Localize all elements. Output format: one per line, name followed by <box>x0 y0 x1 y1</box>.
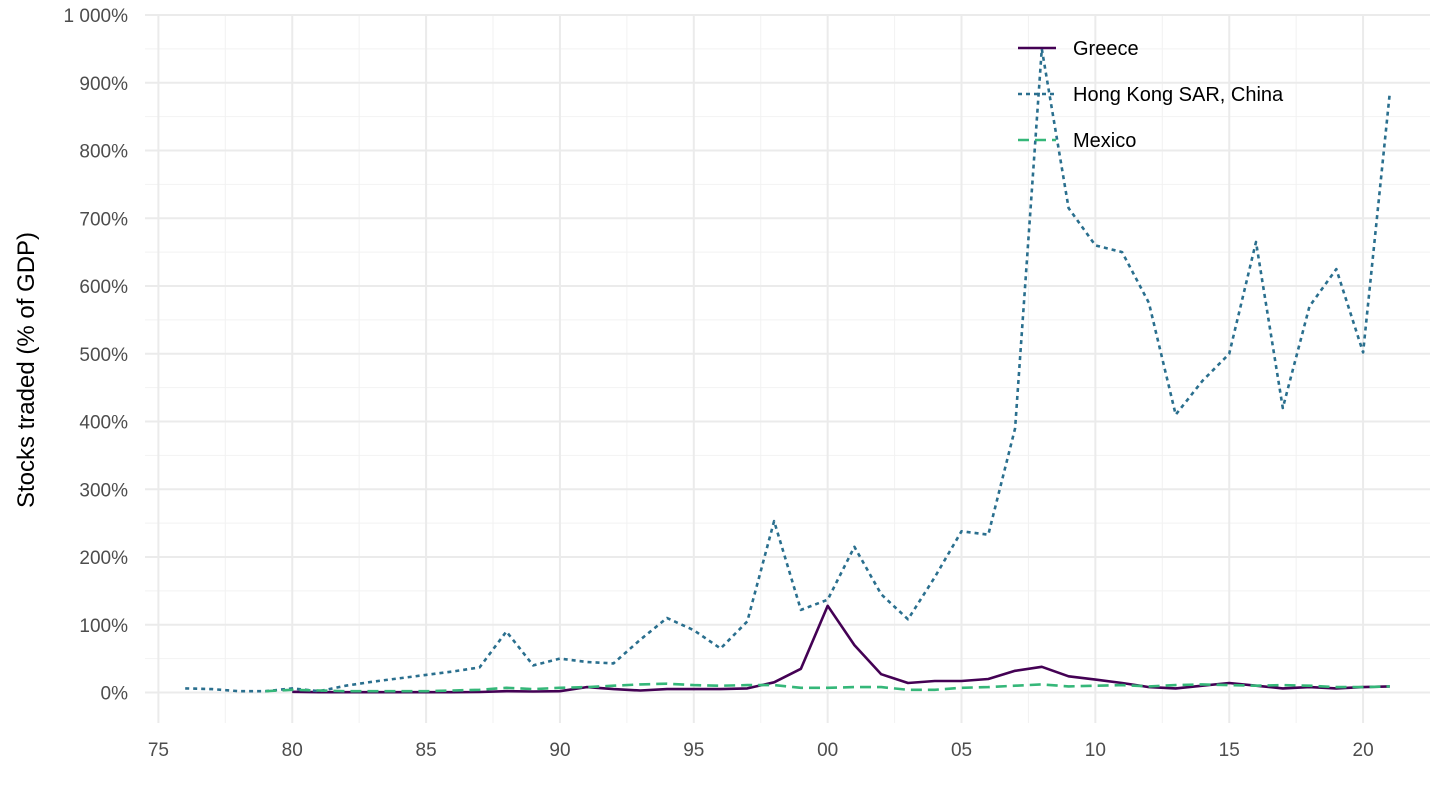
y-tick-label: 500% <box>79 345 128 366</box>
x-tick-label: 85 <box>416 740 437 761</box>
y-tick-label: 200% <box>79 548 128 569</box>
y-axis-ticks: 0% 100% 200% 300% 400% 500% 600% 700% 800% 900% 1 … <box>64 6 129 705</box>
x-tick-label: 75 <box>148 740 169 761</box>
x-tick-label: 10 <box>1085 740 1106 761</box>
major-gridlines <box>145 14 1430 723</box>
x-tick-label: 90 <box>549 740 570 761</box>
y-tick-label: 1 000% <box>64 6 129 27</box>
minor-gridlines <box>145 15 1430 723</box>
legend-label-0: Greece <box>1073 38 1139 60</box>
series-line-2 <box>265 682 1390 693</box>
series-line-1 <box>185 47 1392 693</box>
y-tick-label: 100% <box>79 616 128 637</box>
x-tick-label: 20 <box>1353 740 1374 761</box>
y-tick-label: 0% <box>101 684 129 705</box>
y-tick-label: 300% <box>79 480 128 501</box>
x-tick-label: 00 <box>817 740 838 761</box>
series-lines <box>185 47 1392 694</box>
series-line-0 <box>292 604 1390 694</box>
x-axis-ticks: 75 80 85 90 95 00 05 10 15 20 <box>148 740 1374 761</box>
x-tick-label: 95 <box>683 740 704 761</box>
x-tick-label: 15 <box>1219 740 1240 761</box>
x-tick-label: 80 <box>282 740 303 761</box>
y-axis-title: Stocks traded (% of GDP) <box>13 232 40 508</box>
legend: Greece Hong Kong SAR, China Mexico <box>1018 38 1284 152</box>
legend-label-2: Mexico <box>1073 130 1136 152</box>
y-tick-label: 900% <box>79 74 128 95</box>
y-tick-label: 600% <box>79 277 128 298</box>
y-tick-label: 400% <box>79 413 128 434</box>
y-tick-label: 800% <box>79 142 128 163</box>
legend-label-1: Hong Kong SAR, China <box>1073 84 1284 106</box>
y-tick-label: 700% <box>79 209 128 230</box>
x-tick-label: 05 <box>951 740 972 761</box>
